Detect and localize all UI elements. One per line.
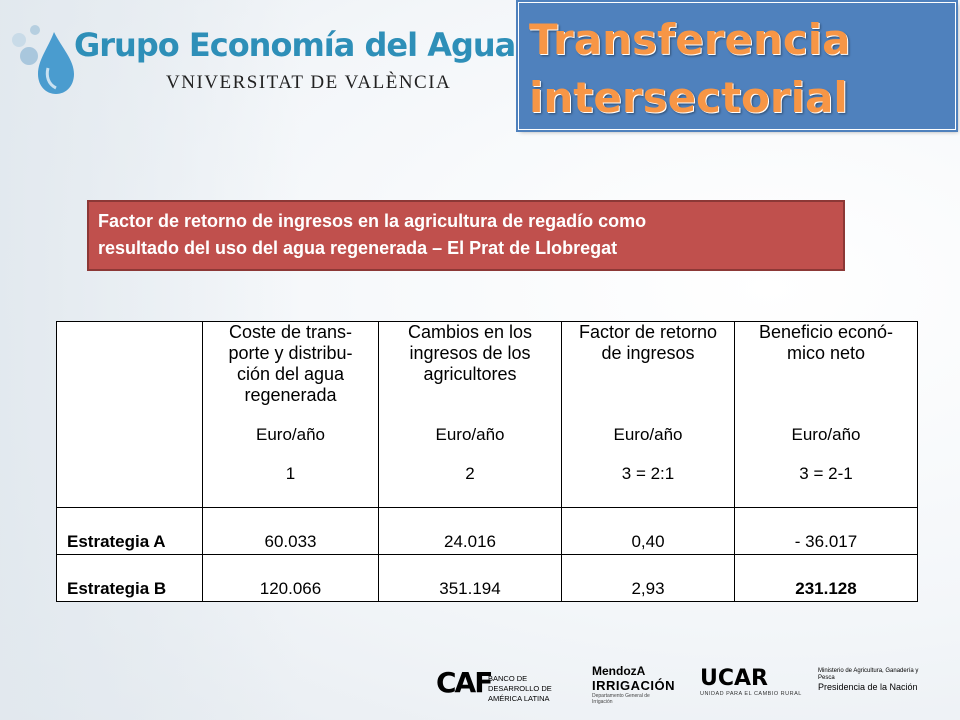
ucar-logo: UCAR UNIDAD PARA EL CAMBIO RURAL [700, 666, 802, 697]
column-title-spacer [735, 364, 917, 406]
caf-mark: CAF [436, 666, 493, 699]
row-label: Estrategia A [56, 507, 203, 555]
mendoza-line-2: IRRIGACIÓN [592, 678, 675, 693]
title-line-1: Transferencia [529, 15, 851, 64]
ministerio-line-2: Presidencia de la Nación [818, 682, 918, 692]
ucar-mark: UCAR [700, 666, 768, 691]
column-header: Cambios en los ingresos de los agriculto… [378, 321, 562, 508]
mendoza-irrigacion-logo: MendozA IRRIGACIÓN Departamento General … [592, 664, 675, 705]
table-cell: 0,40 [561, 507, 735, 555]
column-title-line: Coste de trans- [228, 322, 353, 342]
title-box: Transferencia intersectorial [518, 2, 956, 130]
column-title-spacer [562, 364, 734, 406]
column-title-line: porte y distribu- [228, 343, 353, 363]
water-drops-icon [12, 25, 74, 94]
caf-logo: CAF BANCO DE DESARROLLO DE AMÉRICA LATIN… [436, 666, 576, 703]
title-line-2: intersectorial [529, 73, 848, 122]
subtitle-box: Factor de retorno de ingresos en la agri… [87, 200, 845, 271]
column-unit: Euro/año [256, 425, 325, 444]
column-header: Factor de retorno de ingresos Euro/año 3… [561, 321, 735, 508]
subtitle-line-1: Factor de retorno de ingresos en la agri… [98, 211, 647, 231]
column-title-line: Factor de retorno [578, 322, 718, 342]
column-unit: Euro/año [613, 425, 683, 444]
column-unit: Euro/año [435, 425, 505, 444]
ministerio-line-1: Ministerio de Agricultura, Ganadería y P… [818, 668, 919, 681]
table-cell-highlight: 231.128 [734, 554, 918, 602]
column-title-line: Cambios en los [407, 322, 533, 342]
table-cell: 2,93 [561, 554, 735, 602]
column-number: 2 [465, 464, 475, 483]
column-title-line: regenerada [244, 385, 337, 405]
column-number: 3 = 2-1 [799, 464, 853, 483]
table-header-row: Coste de trans- porte y distribu- ción d… [56, 321, 918, 508]
mendoza-line-3: Departamento General de Irrigación [592, 693, 650, 705]
table-cell: 24.016 [378, 507, 562, 555]
row-label: Estrategia B [56, 554, 203, 602]
logo-title: Grupo Economía del Agua [74, 26, 516, 64]
table-cell: 120.066 [202, 554, 379, 602]
column-title-spacer [379, 385, 561, 406]
column-number: 3 = 2:1 [621, 464, 675, 483]
table-cell: 351.194 [378, 554, 562, 602]
column-title-line: Beneficio econó- [758, 322, 894, 342]
table-cell: - 36.017 [734, 507, 918, 555]
column-number: 1 [285, 464, 296, 483]
column-header: Coste de trans- porte y distribu- ción d… [202, 321, 379, 508]
sponsor-logos: CAF BANCO DE DESARROLLO DE AMÉRICA LATIN… [430, 660, 940, 710]
subtitle-line-2: resultado del uso del agua regenerada – … [98, 238, 618, 258]
caf-text: BANCO DE DESARROLLO DE AMÉRICA LATINA [488, 674, 552, 703]
column-unit: Euro/año [791, 425, 861, 444]
column-title-line: mico neto [786, 343, 866, 363]
mendoza-line-1: MendozA [592, 664, 646, 678]
column-title-line: ción del agua [236, 364, 345, 384]
column-header: Beneficio econó- mico neto Euro/año 3 = … [734, 321, 918, 508]
table-cell: 60.033 [202, 507, 379, 555]
table-corner-cell [56, 321, 203, 508]
table-row: Estrategia B 120.066 351.194 2,93 231.12… [56, 554, 918, 602]
data-table: Coste de trans- porte y distribu- ción d… [56, 321, 918, 602]
column-title-line: de ingresos [601, 343, 695, 363]
logo-grupo-economia-agua: Grupo Economía del Agua VNIVERSITAT DE V… [8, 18, 516, 98]
column-title-line: agricultores [423, 364, 517, 384]
ministerio-logo: Ministerio de Agricultura, Ganadería y P… [818, 668, 938, 692]
table-row: Estrategia A 60.033 24.016 0,40 - 36.017 [56, 507, 918, 555]
column-title-line: ingresos de los [409, 343, 531, 363]
ucar-subtitle: UNIDAD PARA EL CAMBIO RURAL [700, 691, 802, 697]
logo-subtitle: VNIVERSITAT DE VALÈNCIA [166, 72, 452, 93]
